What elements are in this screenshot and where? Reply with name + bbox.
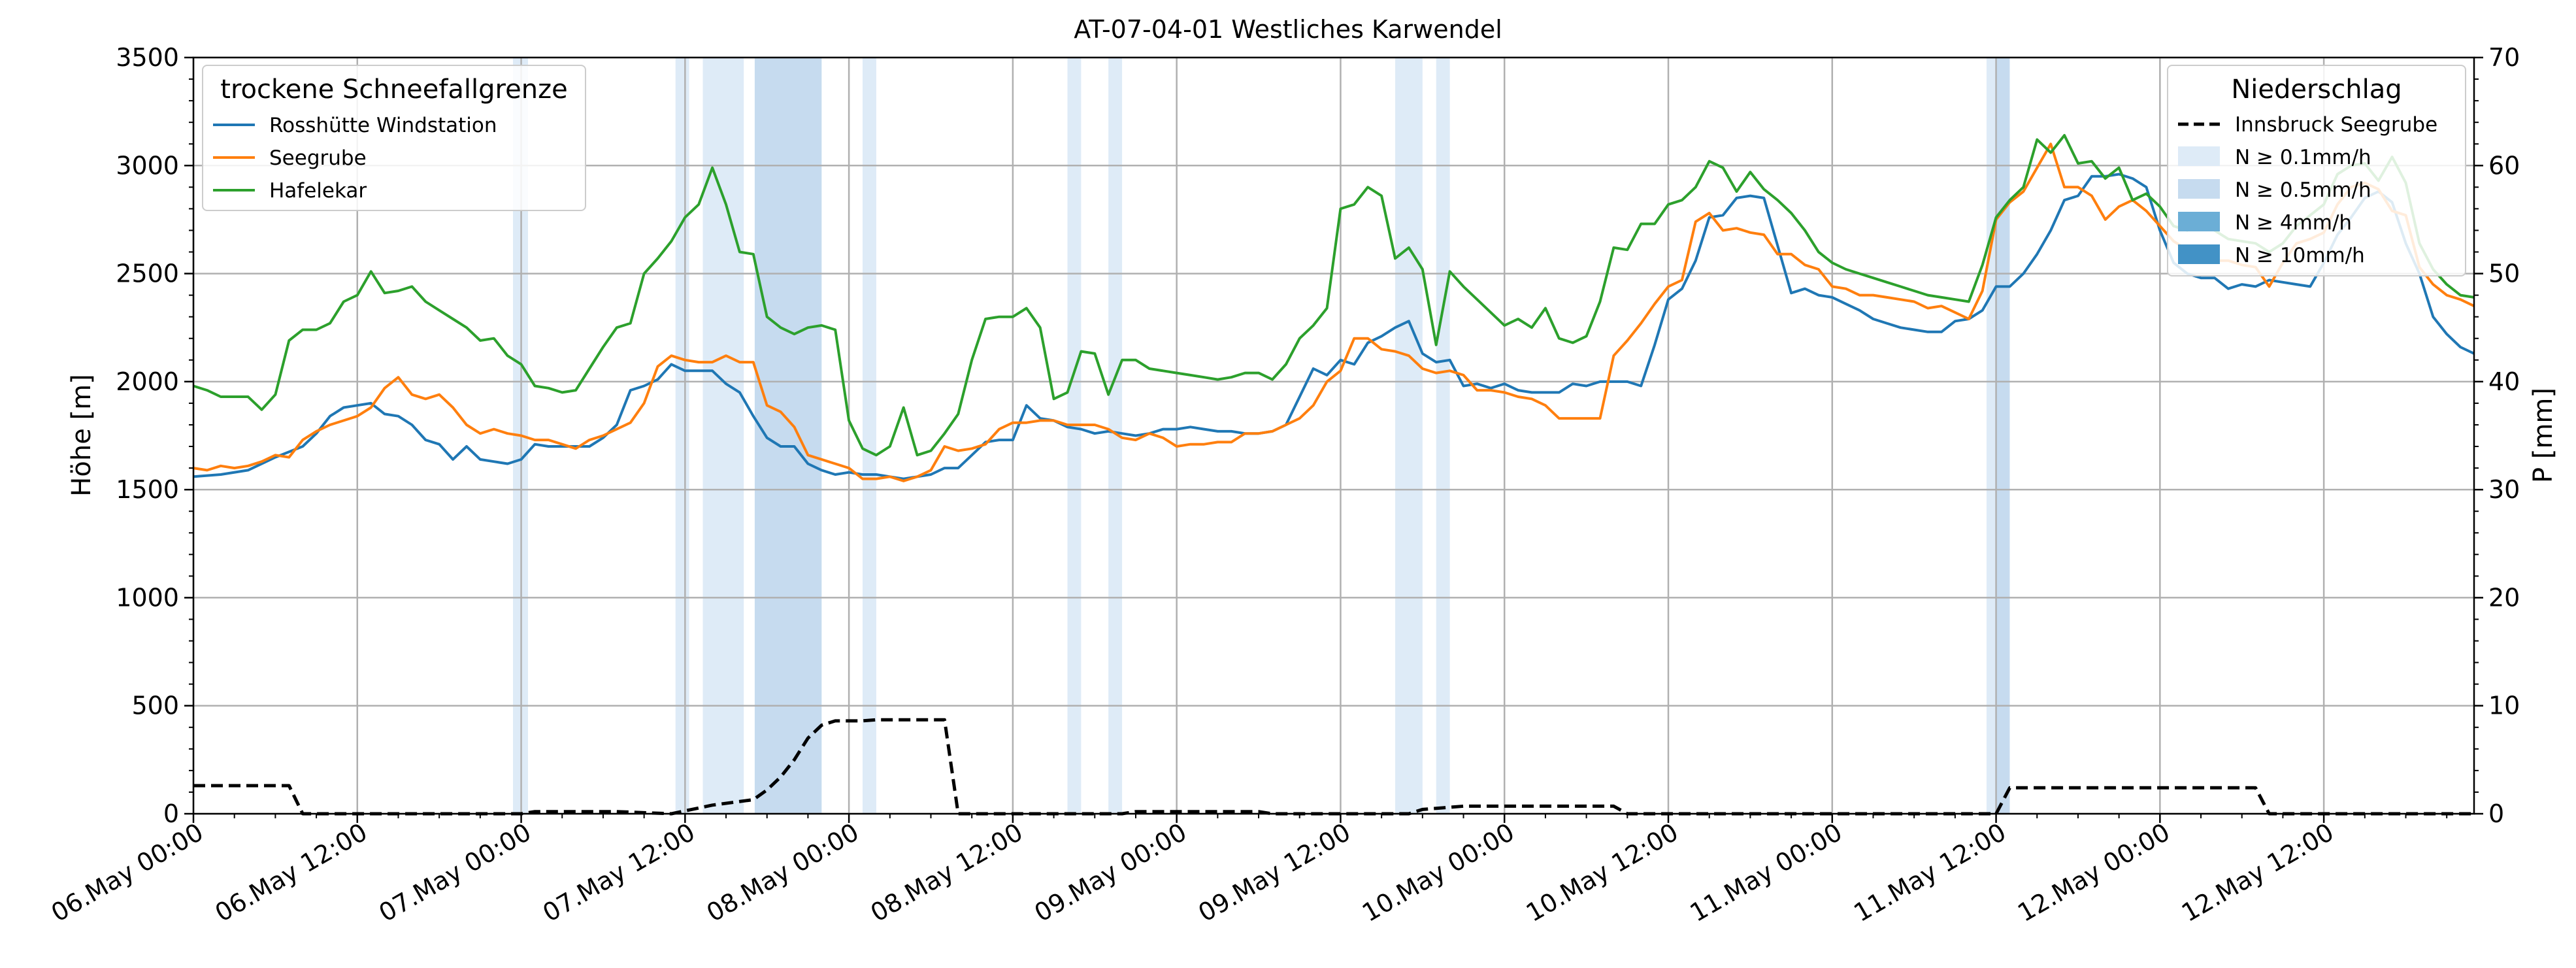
plot-frame: [192, 56, 2475, 815]
y-tick-label-left: 1000: [116, 583, 179, 612]
right-axis-ticks: 0 10 20 30 40 50 60 70: [2474, 43, 2520, 828]
y-tick-label-right: 70: [2488, 43, 2520, 72]
x-tick-label: 08.May 12:00: [866, 818, 1028, 927]
y-tick-label-right: 40: [2488, 367, 2520, 396]
y-tick-label-left: 2500: [116, 259, 179, 288]
legend-precip-label: Innsbruck Seegrube: [2235, 113, 2437, 137]
legend-label-2: Hafelekar: [269, 179, 367, 203]
y-axis-label-left: Höhe [m]: [67, 374, 97, 496]
y-tick-label-left: 3500: [116, 43, 179, 72]
legend-band-label-2: N ≥ 4mm/h: [2235, 211, 2352, 235]
precip-bands: [513, 58, 2010, 814]
x-tick-label: 06.May 00:00: [46, 818, 208, 927]
precip-band: [1436, 58, 1450, 814]
legend-band-swatch-2: [2178, 212, 2220, 231]
x-tick-label: 07.May 12:00: [538, 818, 700, 927]
y-tick-label-left: 500: [131, 692, 179, 720]
x-axis-ticks: 06.May 00:00 06.May 12:00 07.May 00:00 07.M…: [46, 814, 2448, 927]
precip-band: [702, 58, 744, 814]
y-tick-label-right: 50: [2488, 259, 2520, 288]
y-axis-label-right: P [mm]: [2528, 388, 2558, 483]
precip-band: [1108, 58, 1123, 814]
legend-label-1: Seegrube: [269, 146, 367, 170]
legend-band-label-3: N ≥ 10mm/h: [2235, 244, 2365, 267]
legend-left-box: [202, 65, 586, 211]
series-line-0: [193, 173, 2475, 480]
x-tick-label: 09.May 00:00: [1029, 818, 1191, 927]
x-tick-label: 07.May 00:00: [374, 818, 536, 927]
legend-band-swatch-3: [2178, 244, 2220, 264]
y-tick-label-left: 1500: [116, 475, 179, 504]
legend-label-0: Rosshütte Windstation: [269, 114, 497, 137]
left-axis-ticks: 0 500 1000 1500 2000 2500 3000 3500: [116, 43, 193, 828]
legend-left-title: trockene Schneefallgrenze: [220, 75, 567, 105]
precip-series-line: [193, 718, 2474, 816]
y-tick-label-right: 20: [2488, 583, 2520, 612]
x-tick-label: 09.May 12:00: [1193, 818, 1355, 927]
x-tick-label: 10.May 12:00: [1521, 818, 1683, 927]
chart-title: AT-07-04-01 Westliches Karwendel: [1074, 15, 1502, 44]
series-line-2: [193, 134, 2475, 457]
y-tick-label-right: 60: [2488, 151, 2520, 180]
x-tick-label: 10.May 00:00: [1357, 818, 1519, 927]
x-tick-label: 06.May 12:00: [210, 818, 372, 927]
y-tick-label-left: 2000: [116, 367, 179, 396]
legend-band-label-0: N ≥ 0.1mm/h: [2235, 146, 2371, 169]
legend-right-box: [2167, 65, 2466, 276]
precip-line: [193, 718, 2474, 816]
precip-band: [1395, 58, 1423, 814]
x-tick-label: 11.May 12:00: [1849, 818, 2011, 927]
legend-band-label-1: N ≥ 0.5mm/h: [2235, 178, 2371, 202]
y-tick-label-left: 3000: [116, 151, 179, 180]
y-tick-label-right: 30: [2488, 475, 2520, 504]
precip-band: [675, 58, 689, 814]
series-line-1: [193, 142, 2475, 482]
legend-right-title: Niederschlag: [2231, 75, 2402, 105]
x-tick-label: 12.May 00:00: [2013, 818, 2175, 927]
x-tick-label: 11.May 00:00: [1685, 818, 1847, 927]
legend-band-swatch-1: [2178, 179, 2220, 199]
precip-band: [1067, 58, 1082, 814]
precip-band: [863, 58, 876, 814]
precip-band: [1986, 58, 1996, 814]
y-tick-label-right: 10: [2488, 692, 2520, 720]
x-tick-label: 08.May 00:00: [702, 818, 864, 927]
series-lines: [193, 134, 2475, 482]
x-tick-label: 12.May 12:00: [2177, 818, 2339, 927]
legend-right: Niederschlag Innsbruck Seegrube N ≥ 0.1m…: [2167, 65, 2466, 276]
legend-band-swatch-0: [2178, 146, 2220, 166]
y-tick-label-left: 0: [163, 799, 179, 828]
y-tick-label-right: 0: [2488, 799, 2504, 828]
legend-left: trockene Schneefallgrenze Rosshütte Wind…: [202, 65, 586, 211]
precip-band: [1996, 58, 2010, 814]
